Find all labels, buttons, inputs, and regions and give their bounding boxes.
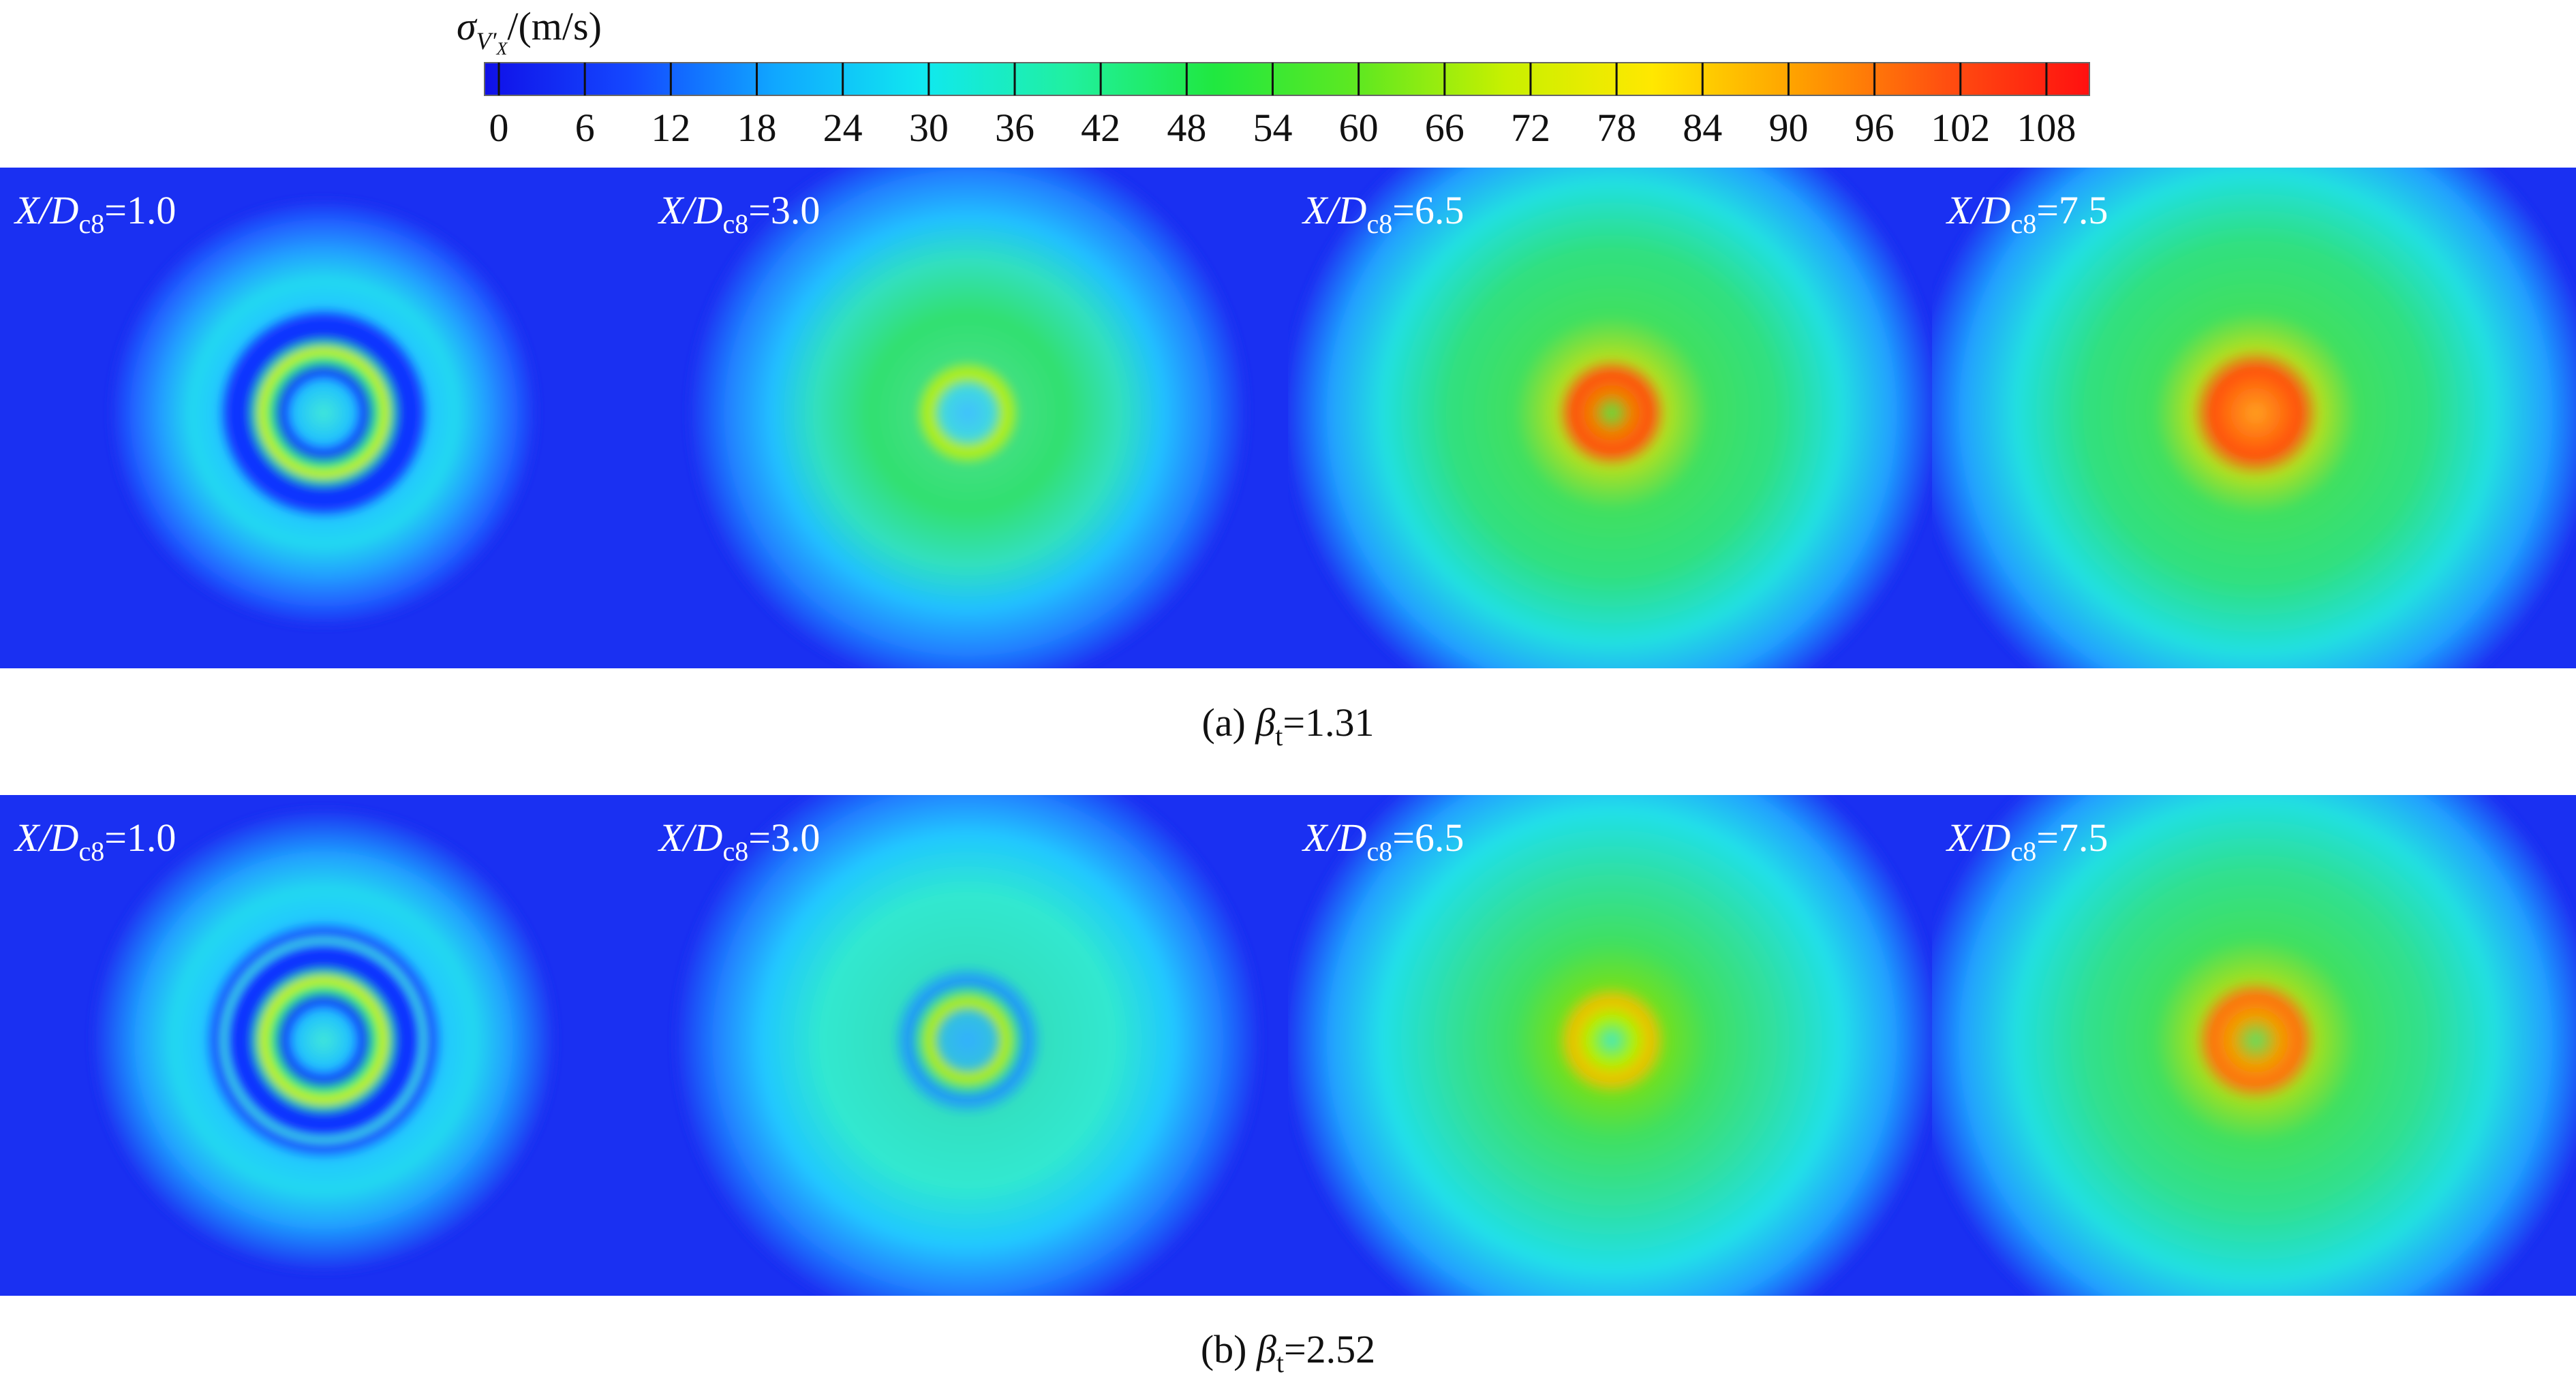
- contour-panel: [1288, 168, 1932, 668]
- panel-label: X/Dc8=3.0: [658, 815, 820, 867]
- panel-label: X/Dc8=6.5: [1302, 815, 1464, 867]
- panel-label: X/Dc8=3.0: [658, 188, 820, 239]
- colorbar-tick-label: 108: [2017, 106, 2076, 150]
- colorbar-tick-label: 0: [489, 106, 509, 150]
- contour-field: [688, 168, 1247, 668]
- panel-label: X/Dc8=1.0: [14, 815, 176, 867]
- caption: (b) βt=2.52: [1201, 1327, 1375, 1378]
- contour-panel: [644, 168, 1288, 668]
- panel-label: X/Dc8=7.5: [1946, 815, 2108, 867]
- colorbar-tick-label: 60: [1339, 106, 1379, 150]
- colorbar-tick-label: 42: [1081, 106, 1120, 150]
- colorbar-tick-label: 96: [1855, 106, 1895, 150]
- colorbar-title: σV′X/(m/s): [457, 4, 602, 59]
- colorbar: [484, 62, 2090, 96]
- panel-label: X/Dc8=1.0: [14, 188, 176, 239]
- colorbar-tick-label: 90: [1768, 106, 1808, 150]
- contour-panel: [0, 795, 644, 1296]
- contour-field: [92, 809, 555, 1272]
- contour-panel: [1932, 795, 2576, 1296]
- colorbar-tick-label: 72: [1511, 106, 1550, 150]
- colorbar-tick-label: 6: [575, 106, 595, 150]
- colorbar-tick-label: 30: [909, 106, 949, 150]
- colorbar-tick-label: 66: [1425, 106, 1465, 150]
- colorbar-tick-label: 12: [651, 106, 690, 150]
- panel-label: X/Dc8=6.5: [1302, 188, 1464, 239]
- contour-field: [1288, 795, 1932, 1296]
- colorbar-tick-label: 102: [1931, 106, 1990, 150]
- contour-panel: [1932, 168, 2576, 668]
- panel-label: X/Dc8=7.5: [1946, 188, 2108, 239]
- colorbar-tick-label: 36: [995, 106, 1034, 150]
- contour-panel: [0, 168, 644, 668]
- caption: (a) βt=1.31: [1201, 700, 1374, 751]
- contour-field: [1932, 795, 2576, 1296]
- colorbar-tick-label: 24: [823, 106, 863, 150]
- colorbar-tick-label: 18: [737, 106, 777, 150]
- colorbar-tick-label: 54: [1253, 106, 1292, 150]
- contour-panel: [1288, 795, 1932, 1296]
- contour-field: [1288, 168, 1932, 668]
- contour-panel: [644, 795, 1288, 1296]
- colorbar-tick-label: 78: [1597, 106, 1636, 150]
- colorbar-tick-label: 48: [1167, 106, 1206, 150]
- colorbar-tick-label: 84: [1683, 106, 1722, 150]
- contour-field: [110, 200, 537, 626]
- contour-field: [1932, 168, 2576, 668]
- contour-field: [675, 795, 1261, 1296]
